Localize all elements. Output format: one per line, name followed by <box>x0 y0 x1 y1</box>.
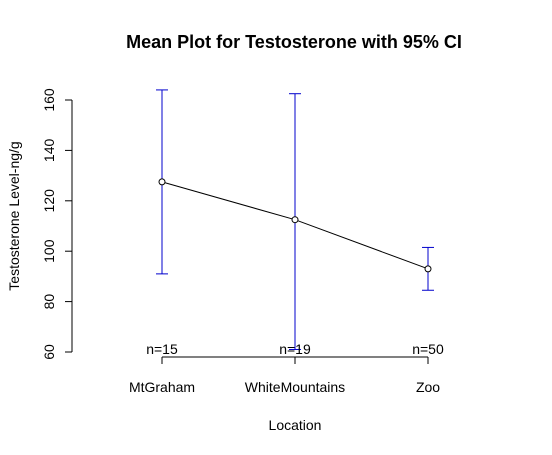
x-tick-label: Zoo <box>416 379 440 395</box>
x-axis-label: Location <box>269 417 322 433</box>
mean-points <box>158 178 432 273</box>
n-label: n=15 <box>146 341 178 357</box>
x-tick-label: MtGraham <box>129 379 195 395</box>
y-axis-ticks: 60 80 100 120 140 160 <box>41 88 72 360</box>
y-tick-label: 140 <box>41 139 57 163</box>
mean-point <box>424 265 432 273</box>
x-axis-ticks: MtGraham WhiteMountains Zoo <box>129 357 440 395</box>
y-tick-label: 100 <box>41 239 57 263</box>
y-tick-label: 160 <box>41 88 57 112</box>
chart-title: Mean Plot for Testosterone with 95% CI <box>126 32 462 52</box>
mean-point <box>291 216 299 224</box>
y-tick-label: 80 <box>41 294 57 310</box>
sample-size-labels: n=15 n=19 n=50 <box>146 341 444 357</box>
y-tick-label: 120 <box>41 189 57 213</box>
n-label: n=19 <box>279 341 311 357</box>
x-tick-label: WhiteMountains <box>245 379 345 395</box>
y-axis-label: Testosterone Level-ng/g <box>6 141 22 290</box>
n-label: n=50 <box>412 341 444 357</box>
y-tick-label: 60 <box>41 344 57 360</box>
mean-point <box>158 178 166 186</box>
